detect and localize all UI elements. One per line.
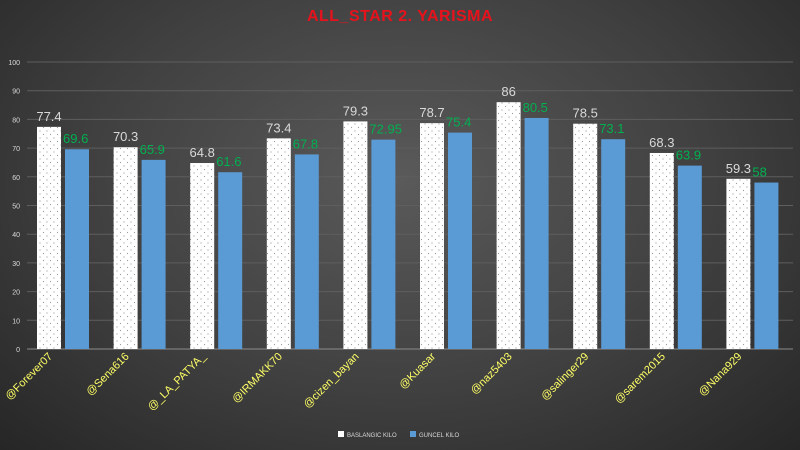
x-category-label: @Forever07 [3, 351, 55, 403]
legend-swatch-guncel [410, 431, 416, 437]
bar-baslangic [266, 138, 291, 349]
data-label-guncel: 63.9 [676, 148, 701, 163]
x-category-label: @Kuasar [397, 350, 438, 391]
data-label-baslangic: 79.3 [343, 103, 368, 118]
chart-title: ALL_STAR 2. YARISMA [306, 8, 494, 25]
data-label-baslangic: 64.8 [190, 145, 215, 160]
data-label-baslangic: 68.3 [649, 135, 674, 150]
y-tick-label: 0 [16, 347, 20, 354]
data-label-baslangic: 86 [501, 84, 515, 99]
data-label-baslangic: 70.3 [113, 129, 138, 144]
bar-baslangic [343, 121, 368, 349]
data-label-guncel: 75.4 [446, 115, 471, 130]
bar-guncel [294, 154, 319, 349]
bar-guncel [524, 117, 549, 349]
x-category-label: @sarem2015 [613, 351, 668, 406]
y-tick-label: 70 [12, 146, 20, 153]
x-category-label: @naz5403 [468, 351, 514, 397]
x-category-label: @salinger29 [539, 351, 591, 403]
data-label-baslangic: 77.4 [36, 109, 61, 124]
y-tick-label: 10 [12, 318, 20, 325]
data-label-baslangic: 73.4 [266, 120, 291, 135]
y-tick-label: 40 [12, 232, 20, 239]
bar-guncel [218, 172, 243, 349]
legend-label-guncel: GUNCEL KILO [419, 433, 459, 439]
x-category-label: @cizen_bayan [301, 351, 361, 411]
bar-baslangic [113, 147, 138, 349]
data-label-guncel: 80.5 [523, 100, 548, 115]
x-category-label: @Nana929 [697, 351, 745, 399]
bar-baslangic [420, 123, 444, 349]
data-label-baslangic: 78.7 [419, 105, 444, 120]
bar-baslangic [496, 102, 521, 350]
x-category-label: @IRMAKK70 [230, 351, 285, 406]
legend-swatch-baslangic [338, 431, 344, 437]
legend-label-baslangic: BASLANGIC KILO [347, 433, 397, 439]
data-label-guncel: 69.6 [63, 131, 88, 146]
data-label-guncel: 72.95 [369, 122, 402, 137]
x-category-label: @_LA_PATYA_ [146, 350, 209, 413]
data-label-guncel: 65.9 [140, 142, 165, 157]
bar-baslangic [649, 152, 674, 349]
bar-guncel [754, 182, 779, 349]
y-tick-label: 60 [12, 175, 20, 182]
bar-baslangic [726, 178, 751, 349]
y-tick-label: 90 [12, 89, 20, 96]
bar-guncel [65, 149, 89, 349]
bar-guncel [371, 139, 396, 349]
data-label-guncel: 67.8 [293, 136, 318, 151]
data-label-baslangic: 59.3 [726, 161, 751, 176]
y-tick-label: 50 [12, 204, 20, 211]
y-tick-label: 20 [12, 290, 20, 297]
bar-guncel [141, 159, 166, 349]
bar-guncel [601, 139, 626, 349]
bar-guncel [677, 165, 702, 349]
y-tick-label: 100 [8, 60, 20, 67]
data-label-baslangic: 78.5 [573, 106, 598, 121]
bar-guncel [448, 132, 472, 349]
data-label-guncel: 61.6 [216, 154, 241, 169]
y-tick-label: 30 [12, 261, 20, 268]
bar-baslangic [37, 126, 61, 349]
y-tick-label: 80 [12, 117, 20, 124]
bar-baslangic [190, 163, 215, 349]
bar-baslangic [573, 123, 598, 349]
data-label-guncel: 73.1 [599, 121, 624, 136]
x-category-label: @Sena616 [84, 351, 132, 399]
data-label-guncel: 58 [752, 165, 766, 180]
